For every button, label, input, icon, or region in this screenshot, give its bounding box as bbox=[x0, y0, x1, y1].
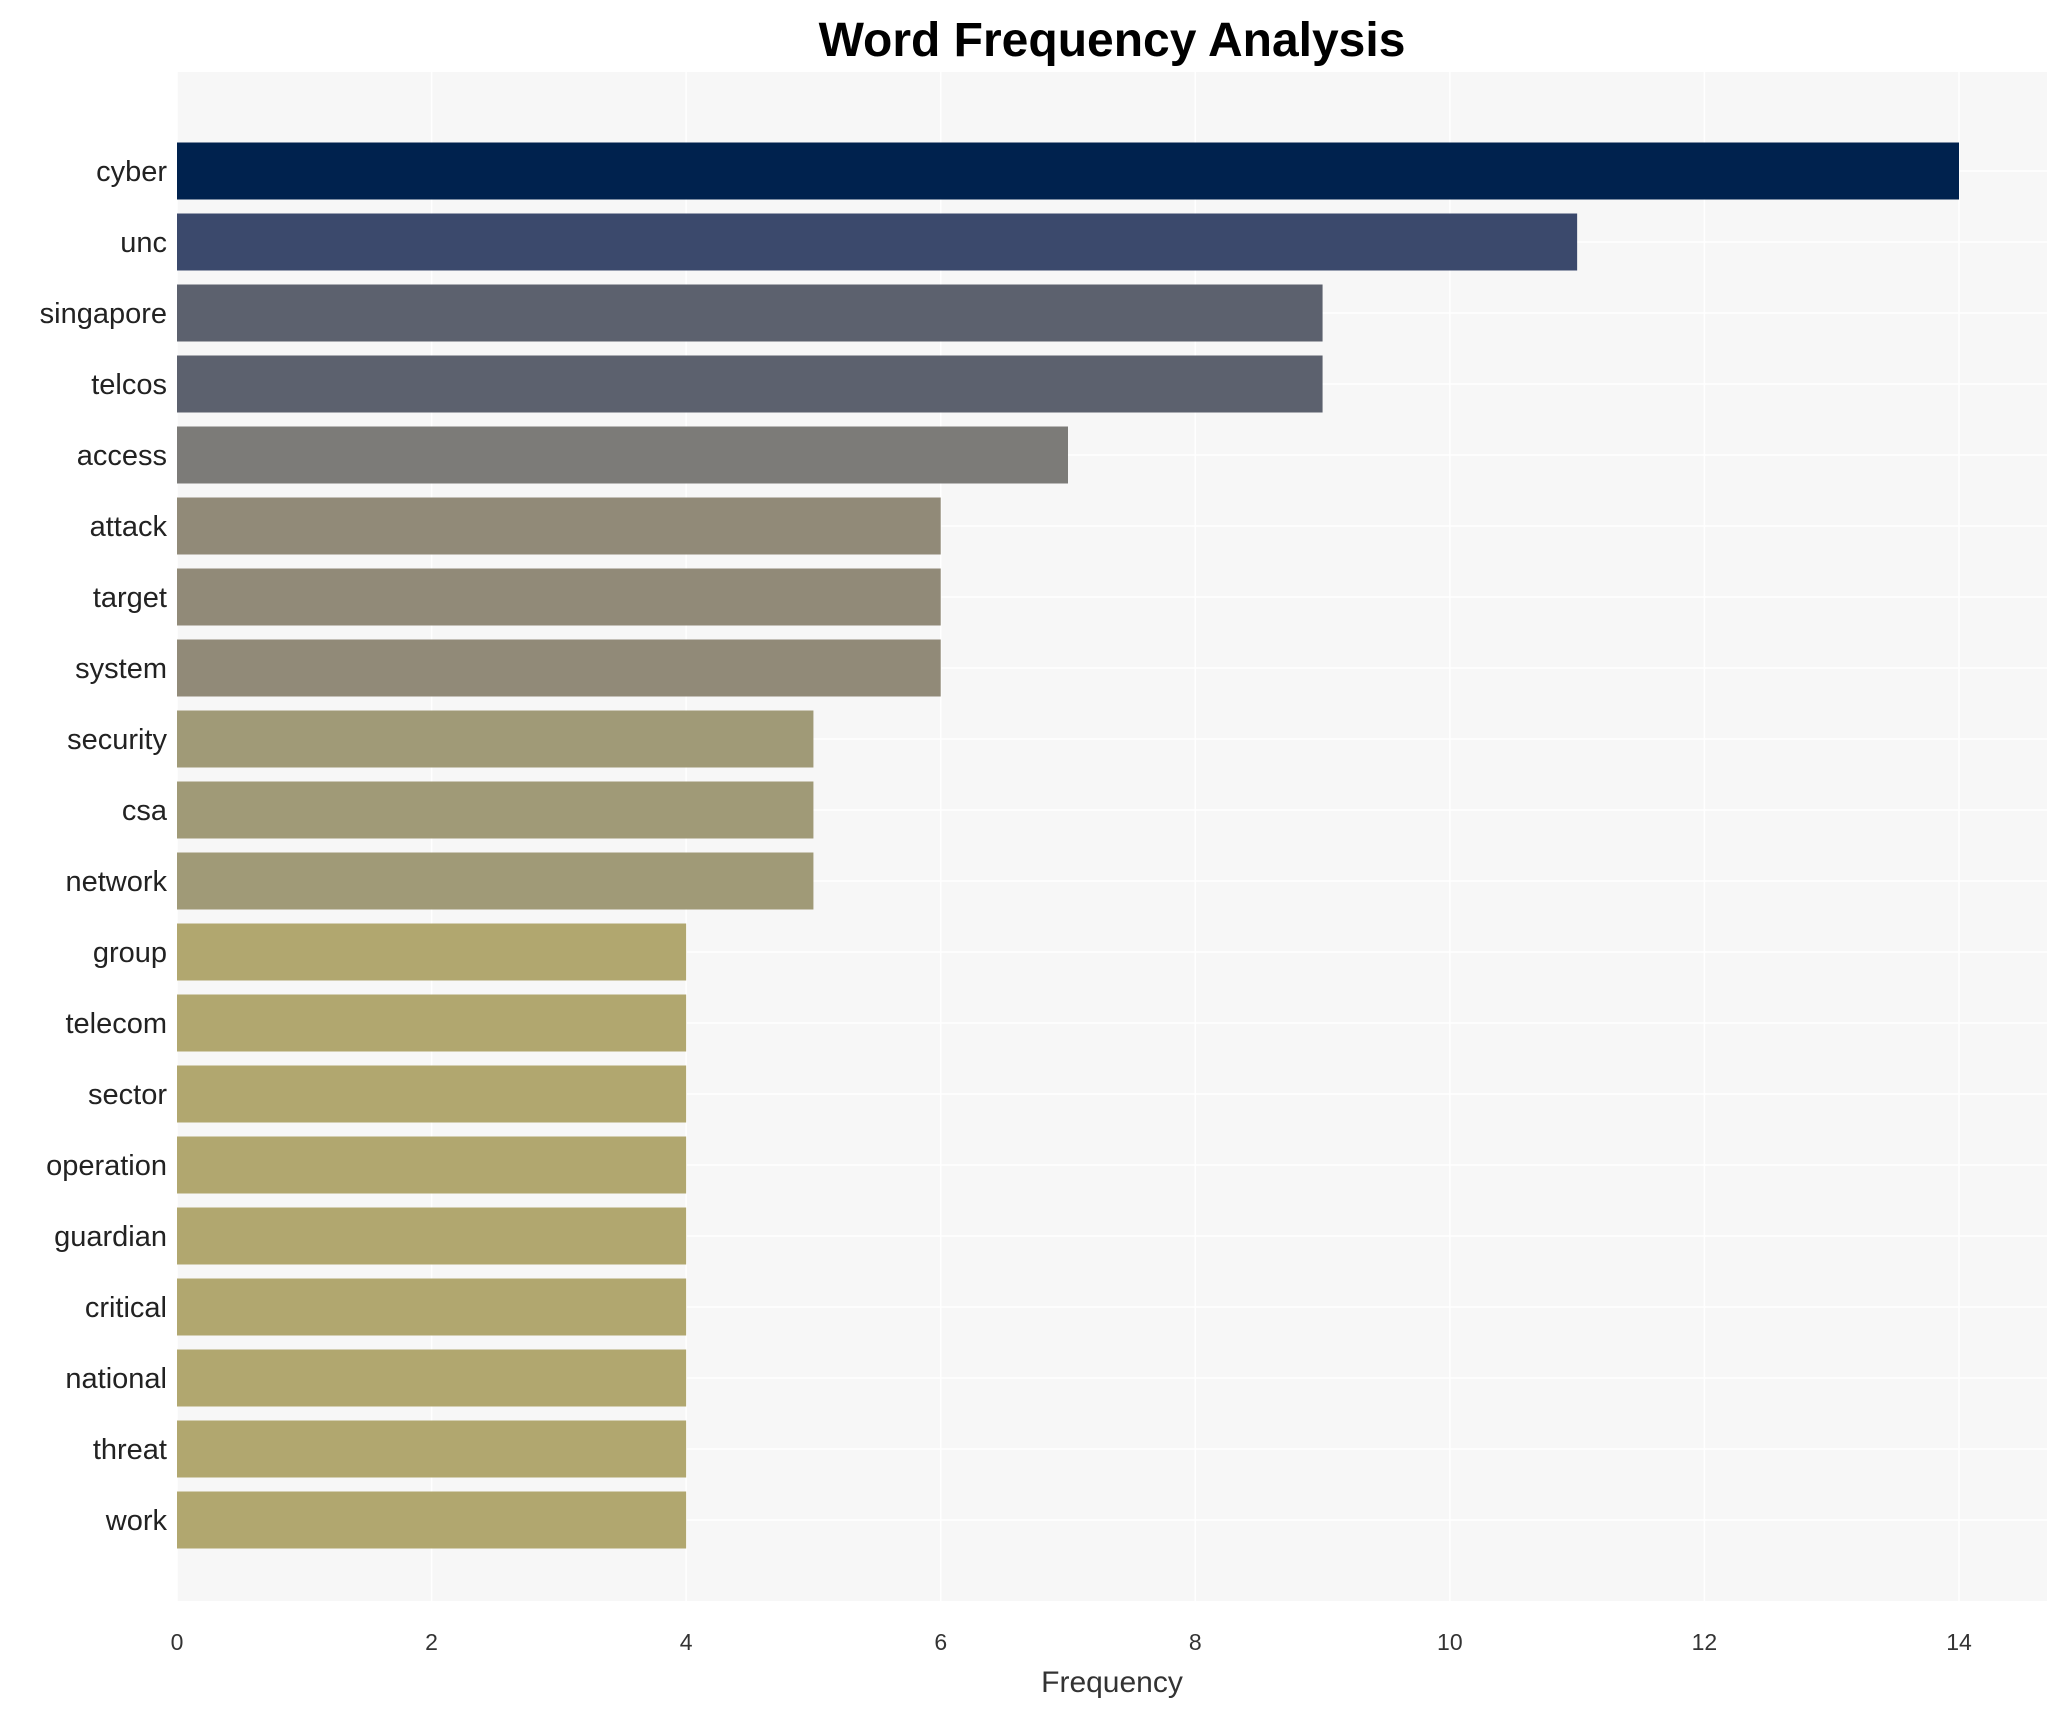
bar-threat bbox=[177, 1420, 687, 1478]
bar-system bbox=[177, 639, 941, 697]
bar-security bbox=[177, 710, 814, 768]
y-tick-label: telcos bbox=[91, 369, 167, 401]
y-tick-label: csa bbox=[122, 795, 168, 827]
bar-guardian bbox=[177, 1207, 687, 1265]
bar-sector bbox=[177, 1065, 687, 1123]
x-tick-label: 14 bbox=[1946, 1629, 1972, 1655]
bar-target bbox=[177, 568, 941, 626]
y-tick-label: system bbox=[75, 653, 167, 685]
y-tick-label: national bbox=[65, 1363, 167, 1395]
chart-title: Word Frequency Analysis bbox=[819, 14, 1406, 67]
bar-critical bbox=[177, 1278, 687, 1336]
y-tick-label: singapore bbox=[40, 298, 167, 330]
x-axis-label: Frequency bbox=[1041, 1666, 1183, 1699]
bar-singapore bbox=[177, 284, 1323, 342]
x-tick-label: 2 bbox=[425, 1629, 438, 1655]
bar-csa bbox=[177, 781, 814, 839]
bar-telecom bbox=[177, 994, 687, 1052]
bar-attack bbox=[177, 497, 941, 555]
y-tick-label: attack bbox=[90, 511, 168, 543]
y-tick-label: telecom bbox=[65, 1008, 167, 1040]
bar-unc bbox=[177, 213, 1578, 271]
x-tick-label: 4 bbox=[680, 1629, 693, 1655]
x-tick-label: 6 bbox=[934, 1629, 947, 1655]
bar-network bbox=[177, 852, 814, 910]
bar-telcos bbox=[177, 355, 1323, 413]
x-tick-label: 10 bbox=[1437, 1629, 1463, 1655]
y-tick-label: network bbox=[65, 866, 167, 898]
x-tick-label: 0 bbox=[171, 1629, 184, 1655]
x-tick-labels: 0 2 4 6 8 10 12 14 bbox=[171, 1629, 1972, 1655]
y-tick-label: work bbox=[105, 1505, 168, 1537]
bar-group bbox=[177, 923, 687, 981]
y-tick-label: threat bbox=[93, 1434, 167, 1466]
y-tick-label: security bbox=[67, 724, 167, 756]
bar-work bbox=[177, 1491, 687, 1549]
y-tick-label: critical bbox=[85, 1292, 167, 1324]
bar-national bbox=[177, 1349, 687, 1407]
bar-cyber bbox=[177, 142, 1959, 200]
bar-access bbox=[177, 426, 1068, 484]
y-tick-label: guardian bbox=[54, 1221, 167, 1253]
y-tick-label: unc bbox=[120, 227, 167, 259]
y-tick-label: cyber bbox=[96, 156, 167, 188]
bars bbox=[177, 142, 1959, 1549]
y-tick-labels: cyber unc singapore telcos access attack targe… bbox=[40, 156, 168, 1537]
y-tick-label: access bbox=[77, 440, 167, 472]
x-tick-label: 8 bbox=[1189, 1629, 1202, 1655]
y-tick-label: target bbox=[93, 582, 167, 614]
y-tick-label: sector bbox=[88, 1079, 167, 1111]
bar-operation bbox=[177, 1136, 687, 1194]
x-tick-label: 12 bbox=[1692, 1629, 1718, 1655]
y-tick-label: operation bbox=[46, 1150, 167, 1182]
y-tick-label: group bbox=[93, 937, 167, 969]
